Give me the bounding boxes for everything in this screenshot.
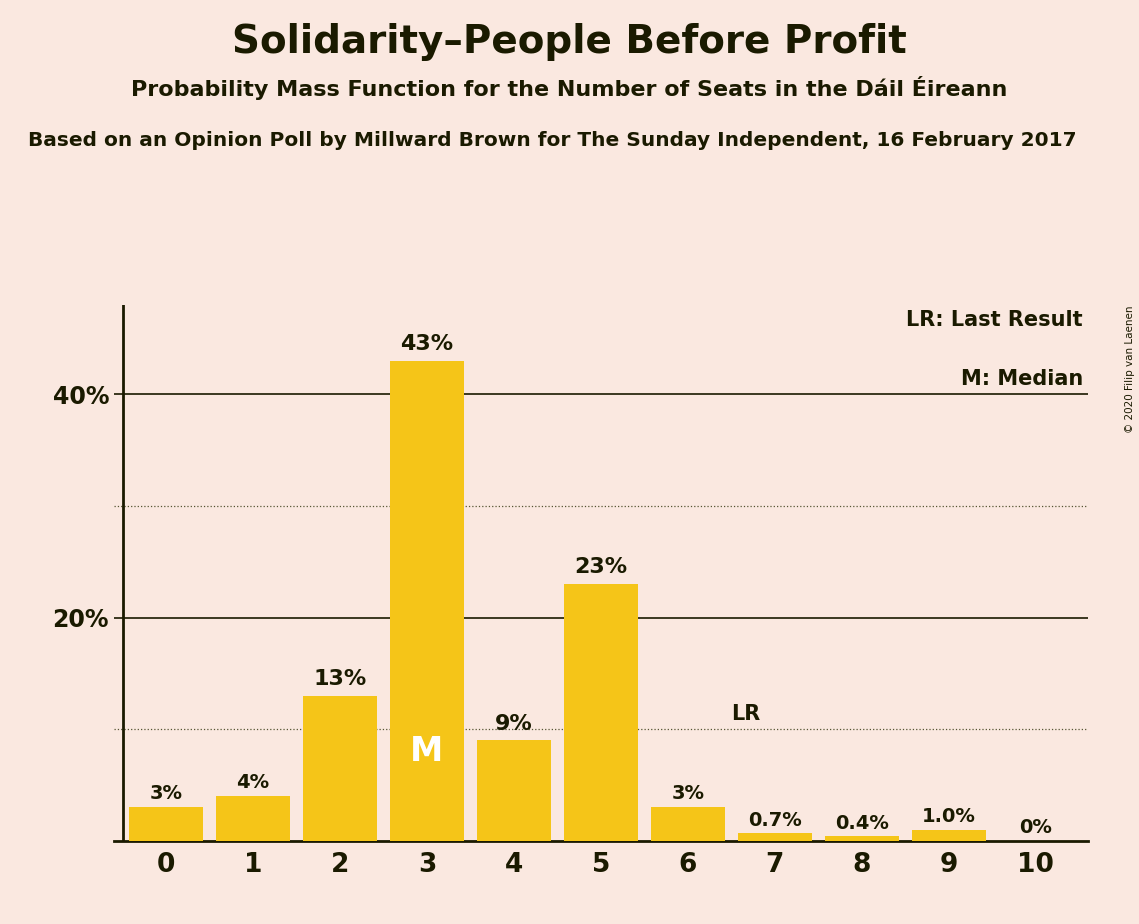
Bar bbox=[911, 830, 985, 841]
Text: Solidarity–People Before Profit: Solidarity–People Before Profit bbox=[232, 23, 907, 61]
Bar bbox=[390, 360, 464, 841]
Text: LR: LR bbox=[731, 703, 761, 723]
Text: © 2020 Filip van Laenen: © 2020 Filip van Laenen bbox=[1125, 306, 1134, 433]
Bar bbox=[216, 796, 290, 841]
Text: 0%: 0% bbox=[1019, 819, 1052, 837]
Text: 4%: 4% bbox=[237, 772, 270, 792]
Text: 1.0%: 1.0% bbox=[921, 808, 976, 826]
Text: 3%: 3% bbox=[671, 784, 704, 803]
Bar bbox=[564, 584, 638, 841]
Text: M: M bbox=[410, 735, 443, 768]
Text: 9%: 9% bbox=[495, 713, 533, 734]
Text: 23%: 23% bbox=[574, 557, 628, 578]
Text: M: Median: M: Median bbox=[960, 370, 1083, 389]
Bar bbox=[477, 740, 551, 841]
Bar bbox=[650, 808, 724, 841]
Text: 43%: 43% bbox=[401, 334, 453, 354]
Text: 0.4%: 0.4% bbox=[835, 814, 888, 833]
Text: Based on an Opinion Poll by Millward Brown for The Sunday Independent, 16 Februa: Based on an Opinion Poll by Millward Bro… bbox=[28, 131, 1077, 151]
Bar bbox=[129, 808, 203, 841]
Bar bbox=[825, 836, 899, 841]
Text: LR: Last Result: LR: Last Result bbox=[907, 310, 1083, 330]
Text: 0.7%: 0.7% bbox=[748, 810, 802, 830]
Text: 13%: 13% bbox=[313, 669, 367, 689]
Bar bbox=[303, 696, 377, 841]
Text: 3%: 3% bbox=[149, 784, 182, 803]
Bar bbox=[738, 833, 812, 841]
Text: Probability Mass Function for the Number of Seats in the Dáil Éireann: Probability Mass Function for the Number… bbox=[131, 76, 1008, 100]
